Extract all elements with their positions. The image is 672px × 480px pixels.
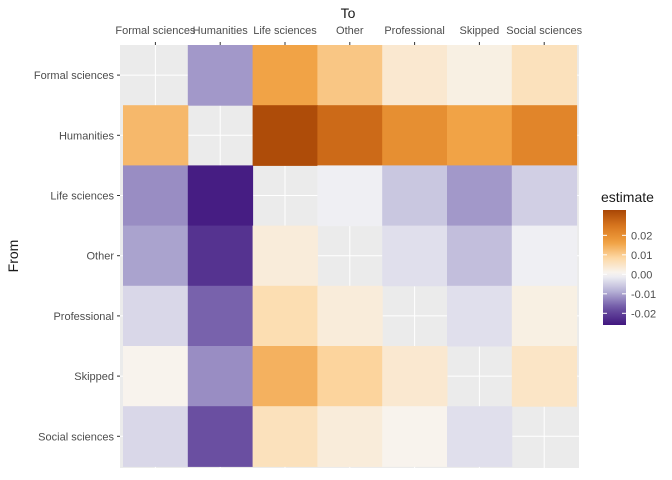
heatmap-cell [252, 346, 318, 407]
heatmap-cell [382, 45, 448, 106]
heatmap-cell [123, 406, 189, 467]
heatmap-cells [123, 45, 578, 467]
y-axis-ticks: Formal sciences Humanities Life sciences Ot… [34, 70, 120, 443]
heatmap-cell [187, 406, 254, 467]
heatmap-cell [511, 346, 578, 407]
heatmap-cell [511, 105, 578, 166]
heatmap-cell [187, 346, 254, 407]
heatmap-cell [447, 285, 513, 347]
y-axis-title: From [5, 240, 21, 273]
legend: estimate 0.02 0.01 0.00 -0.01 -0.02 [601, 189, 656, 325]
heatmap-cell [187, 225, 254, 287]
x-tick-label: Skipped [460, 25, 500, 37]
x-axis-title: To [341, 5, 356, 21]
legend-ticks: 0.02 0.01 0.00 -0.01 -0.02 [603, 230, 656, 320]
legend-tick-label: 0.02 [631, 230, 652, 242]
heatmap-cell [123, 105, 189, 166]
y-tick-label: Humanities [59, 130, 115, 142]
heatmap-cell [317, 165, 383, 227]
x-tick-label: Humanities [193, 25, 249, 37]
y-tick-label: Social sciences [38, 431, 114, 443]
y-tick-label: Skipped [74, 371, 114, 383]
heatmap-cell [447, 105, 513, 166]
heatmap-cell [447, 45, 513, 106]
heatmap-cell [252, 225, 318, 287]
x-tick-label: Other [336, 25, 364, 37]
heatmap-cell [187, 165, 254, 227]
legend-tick-label: -0.01 [631, 289, 656, 301]
heatmap-cell [252, 406, 318, 467]
heatmap-cell [317, 285, 383, 347]
heatmap-cell [382, 346, 448, 407]
heatmap-cell [252, 285, 318, 347]
legend-title: estimate [601, 189, 654, 205]
heatmap-cell [382, 105, 448, 166]
heatmap-cell [123, 285, 189, 347]
legend-tick-label: 0.00 [631, 269, 652, 281]
heatmap-cell [447, 165, 513, 227]
heatmap-cell [123, 225, 189, 287]
heatmap-cell [447, 225, 513, 287]
heatmap-cell [511, 45, 578, 106]
legend-colorbar [603, 210, 626, 325]
heatmap-cell [252, 105, 318, 166]
heatmap-cell [511, 225, 578, 287]
y-tick-label: Other [86, 251, 114, 263]
heatmap-cell [317, 346, 383, 407]
legend-tick-label: -0.02 [631, 308, 656, 320]
x-tick-label: Life sciences [253, 25, 317, 37]
legend-tick-label: 0.01 [631, 250, 652, 262]
heatmap-cell [317, 406, 383, 467]
heatmap-cell [252, 45, 318, 106]
heatmap-cell [382, 406, 448, 467]
heatmap-cell [511, 285, 578, 347]
y-tick-label: Formal sciences [34, 70, 115, 82]
heatmap-cell [187, 285, 254, 347]
y-tick-label: Professional [53, 311, 114, 323]
x-tick-label: Formal sciences [115, 25, 196, 37]
x-tick-label: Social sciences [506, 25, 582, 37]
heatmap-cell [511, 165, 578, 227]
heatmap-cell [123, 346, 189, 407]
heatmap-cell [382, 225, 448, 287]
y-tick-label: Life sciences [50, 191, 114, 203]
x-tick-label: Professional [384, 25, 445, 37]
heatmap-cell [447, 406, 513, 467]
heatmap-cell [382, 165, 448, 227]
heatmap-cell [317, 45, 383, 106]
heatmap-cell [123, 165, 189, 227]
heatmap-cell [187, 45, 254, 106]
heatmap-cell [317, 105, 383, 166]
